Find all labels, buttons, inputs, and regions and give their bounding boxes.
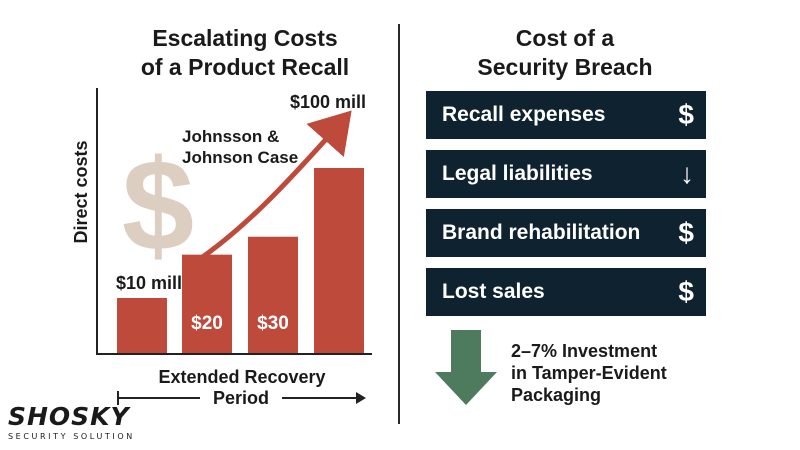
x-axis-arrow-head (356, 392, 366, 404)
breach-title-line1: Cost of a (515, 25, 615, 51)
dollar-icon: $ (122, 132, 194, 278)
bar (182, 254, 232, 354)
x-axis-label2-bg (200, 387, 282, 409)
x-axis-label2: Period (213, 388, 269, 408)
bar (314, 168, 364, 354)
bar (248, 236, 298, 354)
bars: $20 $30 (117, 168, 364, 354)
breach-title-line2: Security Breach (477, 54, 653, 80)
end-label: $100 mill (290, 92, 366, 112)
dollar-icon: $ (678, 99, 694, 130)
breach-row-legal-liabilities: Legal liabilities ↓ (426, 150, 706, 198)
logo-wordmark: SHOSKY (8, 402, 130, 431)
investment-line2: in Tamper-Evident (511, 363, 667, 383)
down-arrow-icon: ↓ (680, 158, 694, 189)
bar-label: $20 (191, 313, 223, 334)
annotation-line1: Johnsson & (182, 127, 279, 146)
shosky-logo: SHOSKY SECURITY SOLUTION (8, 402, 168, 442)
start-label: $10 mill (116, 273, 182, 293)
breach-row-lost-sales: Lost sales $ (426, 268, 706, 316)
x-axis-label: Extended Recovery (158, 367, 325, 387)
section-divider (398, 24, 400, 424)
breach-row-label: Brand rehabilitation (442, 221, 641, 244)
logo-tagline: SECURITY SOLUTION (8, 432, 135, 441)
recall-cost-chart: $ $20 $30 Direct costs Johnsson & Johnson… (71, 88, 372, 409)
breach-row-label: Legal liabilities (442, 162, 593, 185)
breach-title: Cost of a Security Breach (440, 24, 690, 82)
dollar-icon: $ (678, 217, 694, 248)
investment-line3: Packaging (511, 385, 602, 405)
y-axis-label: Direct costs (71, 140, 91, 243)
growth-arrow (181, 110, 352, 273)
recall-title: Escalating Costs of a Product Recall (105, 24, 385, 82)
bar (117, 298, 167, 354)
breach-row-label: Recall expenses (442, 103, 606, 126)
dollar-icon: $ (678, 276, 694, 307)
recall-title-line2: of a Product Recall (140, 54, 350, 80)
breach-row-recall-expenses: Recall expenses $ (426, 91, 706, 139)
annotation-line2: Johnson Case (182, 148, 298, 167)
breach-row-label: Lost sales (442, 280, 545, 303)
breach-row-brand-rehabilitation: Brand rehabilitation $ (426, 209, 706, 257)
recall-title-line1: Escalating Costs (152, 25, 338, 51)
down-arrow-icon (435, 330, 497, 405)
bar-label: $30 (257, 313, 289, 334)
investment-line1: 2–7% Investment (511, 341, 658, 361)
investment-text: 2–7% Investment in Tamper-Evident Packag… (511, 340, 731, 406)
